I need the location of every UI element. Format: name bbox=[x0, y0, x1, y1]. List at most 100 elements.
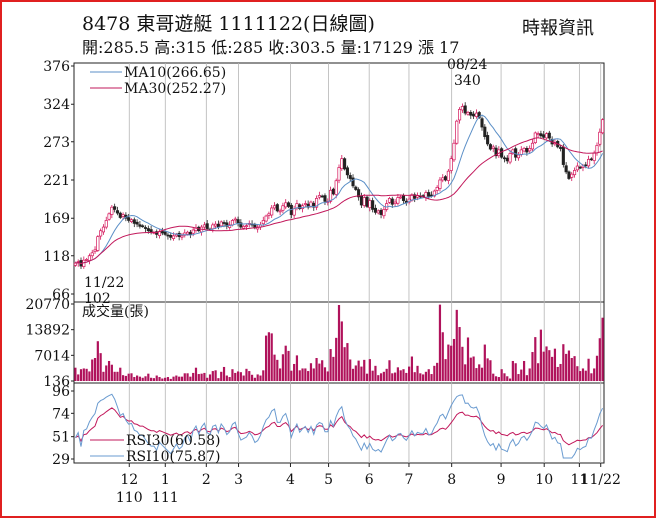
candle-body bbox=[275, 204, 279, 212]
volume-bar bbox=[511, 360, 514, 381]
candle-body bbox=[298, 204, 302, 210]
volume-bar bbox=[183, 373, 186, 381]
high-value-annotation: 340 bbox=[454, 73, 481, 89]
volume-bar bbox=[228, 377, 231, 381]
volume-bar bbox=[214, 370, 217, 381]
volume-bar bbox=[455, 309, 458, 381]
volume-bar bbox=[133, 377, 136, 381]
volume-bar bbox=[105, 365, 108, 381]
volume-bar bbox=[248, 371, 251, 381]
x-month-label: 1 bbox=[161, 472, 170, 488]
candle-body bbox=[376, 210, 380, 214]
ma10-legend: MA10(266.65) bbox=[124, 65, 226, 81]
candle-body bbox=[99, 230, 103, 237]
volume-bar bbox=[197, 374, 200, 381]
volume-bar bbox=[441, 332, 444, 381]
candle-body bbox=[452, 142, 456, 161]
candle-body bbox=[500, 148, 504, 158]
volume-bar bbox=[284, 345, 287, 381]
volume-bar bbox=[276, 359, 279, 381]
volume-bar bbox=[130, 373, 133, 381]
candle-body bbox=[371, 200, 375, 210]
volume-bar bbox=[301, 368, 304, 381]
candle-body bbox=[446, 170, 450, 181]
volume-bar bbox=[399, 370, 402, 381]
volume-bar bbox=[458, 327, 461, 381]
candle-body bbox=[315, 198, 319, 208]
volume-bar bbox=[363, 359, 366, 381]
candle-body bbox=[320, 195, 324, 198]
volume-bar bbox=[267, 332, 270, 381]
candle-body bbox=[351, 177, 355, 187]
volume-bar bbox=[559, 363, 562, 381]
volume-title: 成交量(張) bbox=[82, 303, 149, 320]
candle-body bbox=[104, 220, 108, 228]
candle-body bbox=[390, 198, 394, 205]
candle-body bbox=[399, 196, 403, 199]
price-y-tick-label: 118 bbox=[43, 249, 70, 265]
rsi30-line bbox=[75, 407, 603, 446]
candle-body bbox=[429, 194, 434, 197]
candle-body bbox=[345, 167, 349, 176]
candle-body bbox=[519, 149, 523, 155]
x-year-label: 111 bbox=[152, 490, 179, 506]
volume-bar bbox=[497, 377, 500, 381]
volume-bar bbox=[119, 367, 122, 381]
volume-bar bbox=[158, 377, 161, 381]
candle-body bbox=[183, 232, 187, 236]
candle-body bbox=[435, 187, 439, 191]
rsi-panel bbox=[73, 382, 605, 464]
candle-body bbox=[303, 203, 307, 205]
x-month-label: 6 bbox=[365, 472, 374, 488]
x-month-label: 9 bbox=[497, 472, 506, 488]
candle-body bbox=[544, 133, 549, 139]
candle-body bbox=[202, 224, 206, 228]
candle-body bbox=[334, 180, 338, 195]
volume-bar bbox=[225, 375, 228, 381]
candle-body bbox=[121, 214, 125, 217]
candle-body bbox=[427, 192, 431, 197]
volume-bar bbox=[402, 369, 405, 381]
volume-bar bbox=[82, 368, 85, 381]
volume-bar bbox=[466, 337, 470, 381]
rsi-y-tick-label: 96 bbox=[52, 384, 70, 400]
candle-body bbox=[160, 231, 164, 234]
volume-bar bbox=[422, 374, 425, 381]
volume-bar bbox=[74, 367, 77, 381]
candle-body bbox=[317, 195, 321, 198]
volume-bar bbox=[452, 338, 456, 381]
volume-bar bbox=[256, 374, 259, 381]
price-y-tick-label: 376 bbox=[43, 59, 70, 75]
volume-bar bbox=[368, 359, 371, 381]
candle-body bbox=[567, 171, 571, 179]
volume-bar bbox=[180, 376, 184, 381]
candle-body bbox=[458, 109, 462, 121]
volume-bar bbox=[242, 375, 245, 381]
volume-bar bbox=[231, 369, 234, 381]
candle-body bbox=[592, 152, 596, 161]
volume-bar bbox=[326, 371, 329, 381]
volume-bar bbox=[93, 357, 97, 381]
volume-bar bbox=[483, 344, 486, 381]
chart-title: 8478 東哥遊艇 1111122(日線圖) bbox=[82, 13, 375, 35]
volume-bar bbox=[295, 355, 299, 381]
price-y-tick-label: 169 bbox=[43, 211, 70, 227]
low-value-annotation: 102 bbox=[84, 291, 111, 307]
volume-bar bbox=[220, 371, 223, 381]
volume-bar bbox=[494, 376, 498, 381]
volume-bar bbox=[150, 377, 153, 381]
x-month-label: 8 bbox=[447, 472, 456, 488]
volume-bar bbox=[77, 374, 80, 381]
candle-body bbox=[166, 234, 170, 237]
price-summary: 開:285.5 高:315 低:285 收:303.5 量:17129 漲 17 bbox=[82, 38, 460, 57]
candle-body bbox=[337, 167, 341, 181]
volume-bar bbox=[480, 367, 484, 381]
rsi-y-tick-label: 74 bbox=[52, 406, 70, 422]
x-year-label: 110 bbox=[116, 490, 143, 506]
volume-bar bbox=[349, 359, 352, 381]
candle-body bbox=[480, 118, 484, 128]
volume-bar bbox=[388, 360, 391, 381]
candle-body bbox=[589, 158, 593, 161]
volume-bar bbox=[113, 371, 116, 381]
volume-bar bbox=[88, 371, 91, 381]
